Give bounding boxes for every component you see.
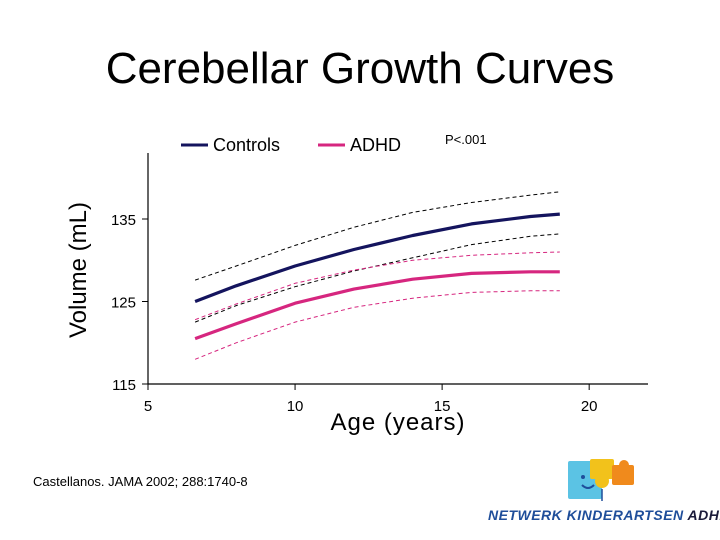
y-tick-label: 125 xyxy=(111,295,136,312)
chart-legend: Controls ADHD xyxy=(181,135,401,155)
y-tick-label: 115 xyxy=(112,377,136,394)
slide-title: Cerebellar Growth Curves xyxy=(105,44,615,93)
logo-piece-orange xyxy=(612,465,634,485)
legend-label-controls: Controls xyxy=(213,135,280,155)
series-line-controls xyxy=(194,212,560,303)
legend-label-adhd: ADHD xyxy=(350,135,401,155)
logo-piece-orange-knob xyxy=(619,460,629,470)
y-axis-label: Volume (mL) xyxy=(65,202,92,338)
x-tick-label: 10 xyxy=(287,398,304,415)
p-value-annotation: P<.001 xyxy=(445,132,487,147)
chart-axes xyxy=(147,153,648,385)
logo-eye xyxy=(581,475,585,479)
x-tick-label: 5 xyxy=(144,398,152,415)
logo: NETWERK KINDERARTSEN ADHD xyxy=(488,455,720,535)
x-axis-label: Age (years) xyxy=(330,409,465,436)
x-tick-label: 15 xyxy=(434,398,451,415)
chart-ticks: 115 125 135 5 10 15 20 xyxy=(111,212,598,415)
series-line-adhd-upper xyxy=(194,251,560,321)
series-line-adhd-lower xyxy=(194,290,560,360)
x-tick-label: 20 xyxy=(581,398,598,415)
logo-text-tail: ADHD xyxy=(687,507,720,523)
citation: Castellanos. JAMA 2002; 288:1740-8 xyxy=(33,474,248,489)
logo-wordmark: NETWERK KINDERARTSEN ADHD xyxy=(488,507,720,523)
logo-text-main: NETWERK KINDERARTSEN xyxy=(488,507,684,523)
series-line-controls-lower xyxy=(194,233,560,323)
logo-smile xyxy=(581,484,595,489)
puzzle-logo-icon xyxy=(568,459,634,501)
y-tick-label: 135 xyxy=(111,212,136,229)
chart-series xyxy=(194,191,560,360)
logo-piece-yellow xyxy=(590,459,614,479)
logo-piece-yellow-knob xyxy=(595,474,609,488)
series-line-controls-upper xyxy=(194,191,560,281)
series-line-adhd xyxy=(194,270,560,341)
